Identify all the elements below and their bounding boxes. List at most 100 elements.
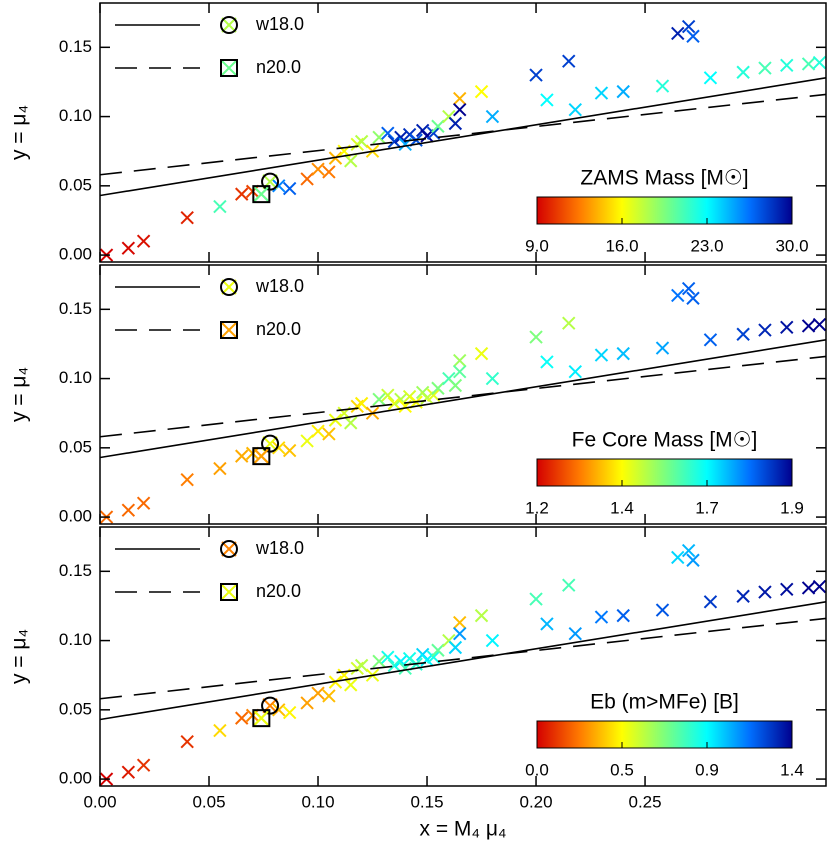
- scatter-point: [780, 320, 794, 335]
- scatter-point: [136, 496, 151, 510]
- scatter-point: [431, 381, 445, 395]
- legend-label: n20.0: [256, 57, 301, 77]
- scatter-point: [671, 550, 685, 565]
- scatter-point: [801, 581, 816, 595]
- y-tick-label: 0.10: [59, 368, 92, 387]
- scatter-point: [372, 392, 386, 407]
- scatter-point: [311, 424, 325, 438]
- scatter-point: [562, 54, 576, 68]
- scatter-point: [801, 319, 816, 333]
- x-tick-label: 0.10: [301, 792, 334, 811]
- scatter-point: [812, 579, 826, 594]
- scatter-point: [372, 130, 386, 145]
- scatter-point: [540, 355, 554, 369]
- scatter-point: [322, 165, 336, 179]
- model-marker: [253, 186, 270, 202]
- legend-marker: [221, 279, 237, 295]
- model-marker: [253, 448, 270, 464]
- legend-marker-outline: [220, 321, 238, 339]
- scatter-point: [448, 640, 463, 655]
- scatter-point: [686, 29, 700, 43]
- scatter-point: [180, 472, 194, 487]
- y-tick-label: 0.00: [59, 245, 92, 264]
- scatter-point: [562, 578, 576, 592]
- legend-label: w18.0: [255, 538, 304, 558]
- fit-line: [100, 355, 826, 438]
- fit-line: [100, 93, 826, 176]
- scatter-point: [736, 65, 750, 79]
- scatter-point: [272, 179, 286, 193]
- colorbar-tick-label: 16.0: [605, 236, 638, 255]
- legend-label: n20.0: [256, 581, 301, 601]
- fit-line: [100, 77, 826, 197]
- legend-marker-outline: [220, 16, 238, 34]
- scatter-point: [474, 84, 489, 99]
- scatter-point: [474, 346, 489, 361]
- scatter-point: [453, 91, 467, 106]
- scatter-point: [594, 348, 609, 362]
- scatter-point: [485, 371, 500, 386]
- scatter-point: [322, 427, 336, 441]
- scatter-point: [121, 503, 136, 517]
- scatter-point: [282, 181, 297, 196]
- scatter-point: [344, 678, 358, 692]
- scatter-point: [387, 396, 402, 411]
- scatter-point: [282, 705, 297, 720]
- scatter-point: [272, 703, 286, 717]
- scatter-point: [121, 765, 136, 779]
- scatter-point: [812, 317, 826, 332]
- x-tick-label: 0.00: [83, 792, 116, 811]
- scatter-point: [671, 288, 685, 303]
- scatter-point: [453, 102, 467, 117]
- colorbar-tick-label: 1.7: [695, 498, 719, 517]
- y-tick-label: 0.10: [59, 106, 92, 125]
- scatter-point: [453, 615, 467, 630]
- y-axis-label: y = μ₄: [8, 367, 31, 422]
- scatter-point: [568, 102, 582, 117]
- scatter-point: [387, 134, 402, 149]
- scatter-point: [322, 689, 336, 703]
- scatter-point: [655, 603, 670, 617]
- scatter-point: [616, 346, 630, 361]
- scatter-point: [529, 592, 543, 606]
- scatter-point: [381, 126, 395, 140]
- plot-area: [100, 19, 826, 262]
- y-tick-label: 0.05: [59, 437, 92, 456]
- axes-frame: [99, 264, 827, 525]
- legend-marker-outline: [220, 583, 238, 601]
- scatter-point: [344, 416, 358, 430]
- fit-line: [100, 339, 826, 459]
- y-tick-label: 0.00: [59, 769, 92, 788]
- scatter-point: [568, 364, 582, 379]
- scatter-point: [671, 26, 685, 41]
- scatter-point: [758, 61, 772, 75]
- scatter-point: [681, 19, 696, 34]
- scatter-point: [616, 84, 630, 99]
- scatter-point: [453, 626, 467, 641]
- y-tick-label: 0.15: [59, 37, 92, 56]
- scatter-point: [686, 553, 700, 567]
- scatter-point: [703, 595, 718, 609]
- scatter-point: [594, 86, 609, 100]
- scatter-point: [431, 643, 445, 657]
- scatter-point: [121, 241, 136, 255]
- scatter-point: [562, 316, 576, 330]
- scatter-point: [431, 119, 445, 133]
- scatter-point: [300, 172, 314, 186]
- y-tick-label: 0.10: [59, 630, 92, 649]
- scatter-point: [529, 68, 543, 82]
- scatter-point: [136, 758, 151, 772]
- colorbar-title: Eb (m>MFe) [B]: [590, 691, 739, 714]
- legend-label: w18.0: [255, 276, 304, 296]
- x-tick-label: 0.05: [192, 792, 225, 811]
- colorbar-title: ZAMS Mass [M☉]: [580, 167, 748, 190]
- colorbar-tick-label: 1.2: [525, 498, 549, 517]
- y-tick-label: 0.05: [59, 699, 92, 718]
- scatter-point: [180, 210, 194, 225]
- scatter-point: [448, 378, 463, 393]
- x-tick-label: 0.20: [519, 792, 552, 811]
- scatter-point: [540, 617, 554, 631]
- colorbar: [536, 458, 793, 487]
- model-marker-outline: [252, 709, 271, 728]
